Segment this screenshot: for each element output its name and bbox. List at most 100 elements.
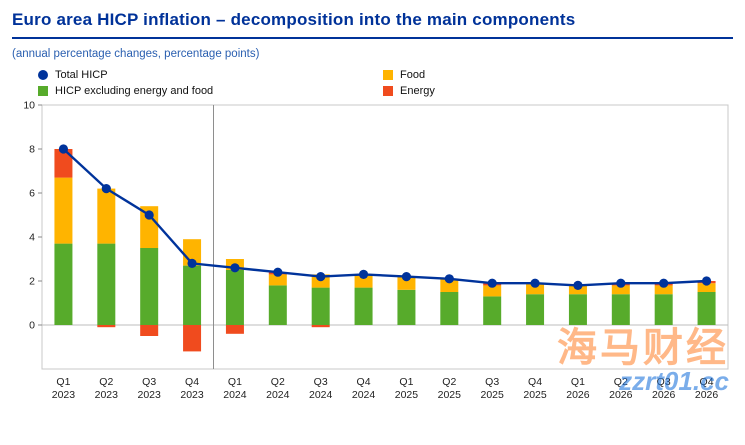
bar-segment[interactable] [268,274,287,286]
x-label-quarter: Q1 [56,376,70,388]
bar-segment[interactable] [483,296,502,325]
bar-segment[interactable] [140,325,159,336]
bar-segment[interactable] [440,292,459,325]
total-hicp-dot[interactable] [273,267,283,277]
x-label-year: 2023 [52,389,76,401]
bar-segment[interactable] [697,292,716,325]
x-label-year: 2025 [395,389,419,401]
legend-label: Food [400,69,426,81]
y-tick-label: 6 [29,188,35,200]
x-label-quarter: Q2 [271,376,285,388]
bar-segment[interactable] [183,325,202,352]
y-tick-label: 0 [29,320,35,332]
bar-segment[interactable] [54,177,73,244]
bar-segment[interactable] [654,294,673,325]
total-hicp-dot[interactable] [530,278,540,288]
x-label-quarter: Q4 [185,376,199,388]
x-label-quarter: Q3 [657,376,671,388]
y-tick-label: 4 [29,232,35,244]
legend-column-left: Total HICP HICP excluding energy and foo… [38,69,383,97]
bar-segment[interactable] [225,270,244,325]
bar-segment[interactable] [140,248,159,325]
total-hicp-dot[interactable] [230,263,240,273]
bar-segment[interactable] [183,265,202,325]
total-hicp-dot[interactable] [58,144,69,154]
total-hicp-dot[interactable] [444,274,454,284]
x-label-quarter: Q4 [528,376,542,388]
bar-segment[interactable] [268,285,287,325]
x-label-year: 2024 [309,389,333,401]
total-hicp-dot[interactable] [187,258,197,268]
legend-column-right: Food Energy [383,69,733,97]
x-label-year: 2026 [609,389,633,401]
bar-segment[interactable] [354,274,373,288]
bar-segment[interactable] [97,188,116,244]
legend-label: Total HICP [55,69,108,81]
bar-segment[interactable] [354,287,373,325]
total-hicp-dot[interactable] [316,272,326,282]
legend-item-core-hicp: HICP excluding energy and food [38,85,383,97]
bar-segment[interactable] [97,243,116,325]
bar-segment[interactable] [526,294,545,325]
bar-segment[interactable] [140,206,159,248]
page-title: Euro area HICP inflation – decomposition… [12,10,576,29]
y-tick-label: 2 [29,276,35,288]
x-label-quarter: Q2 [614,376,628,388]
x-label-year: 2025 [523,389,547,401]
title-rule [12,37,733,39]
x-label-year: 2026 [695,389,719,401]
chart-area: 0 2 4 6 8 10 Q1 2023 Q2 2023 Q3 2023 Q4 2023 Q1 2024 Q2 2… [12,99,733,416]
x-label-year: 2024 [266,389,290,401]
y-tick-label: 8 [29,144,35,156]
bar-segment[interactable] [97,325,116,328]
bar-segment[interactable] [611,285,630,295]
total-hicp-dot[interactable] [659,278,669,288]
bar-segment[interactable] [568,294,587,325]
total-hicp-dot[interactable] [144,210,154,220]
x-label-quarter: Q1 [571,376,585,388]
food-marker-icon [383,70,393,80]
x-label-quarter: Q3 [485,376,499,388]
energy-marker-icon [383,86,393,96]
bar-segment[interactable] [225,325,244,334]
total-hicp-line [62,148,707,287]
bar-segment[interactable] [397,276,416,290]
x-label-year: 2023 [180,389,204,401]
bar-segment[interactable] [483,285,502,297]
total-hicp-dot[interactable] [616,278,626,288]
x-label-quarter: Q3 [314,376,328,388]
x-label-year: 2024 [352,389,376,401]
x-label-year: 2025 [438,389,462,401]
bar-segment[interactable] [697,283,716,292]
bar-segment[interactable] [526,283,545,295]
x-label-year: 2026 [566,389,590,401]
bar-segment[interactable] [440,278,459,292]
bar-segment[interactable] [54,149,73,178]
bar-segment[interactable] [654,285,673,295]
x-label-year: 2023 [138,389,162,401]
x-label-quarter: Q1 [228,376,242,388]
total-hicp-dot[interactable] [487,278,497,288]
total-hicp-dot[interactable] [101,184,111,194]
x-label-quarter: Q3 [142,376,156,388]
hicp-inflation-chart: 0246810Q12023Q22023Q32023Q42023Q12024Q22… [23,100,729,401]
legend-label: HICP excluding energy and food [55,85,214,97]
chart-legend: Total HICP HICP excluding energy and foo… [38,69,733,97]
total-hicp-dot[interactable] [573,280,583,290]
bar-segment[interactable] [611,294,630,325]
bar-segment[interactable] [311,325,330,328]
bar-segment[interactable] [311,287,330,325]
bar-segment[interactable] [397,289,416,325]
chart-subtitle: (annual percentage changes, percentage p… [12,48,260,60]
total-hicp-dot[interactable] [358,269,369,279]
x-label-quarter: Q1 [399,376,413,388]
x-label-year: 2024 [223,389,247,401]
x-label-quarter: Q4 [357,376,371,388]
x-label-year: 2023 [95,389,119,401]
total-hicp-marker-icon [38,70,48,80]
bar-segment[interactable] [54,243,73,325]
total-hicp-dot[interactable] [401,272,412,282]
total-hicp-dot[interactable] [701,276,712,286]
x-label-year: 2026 [652,389,676,401]
